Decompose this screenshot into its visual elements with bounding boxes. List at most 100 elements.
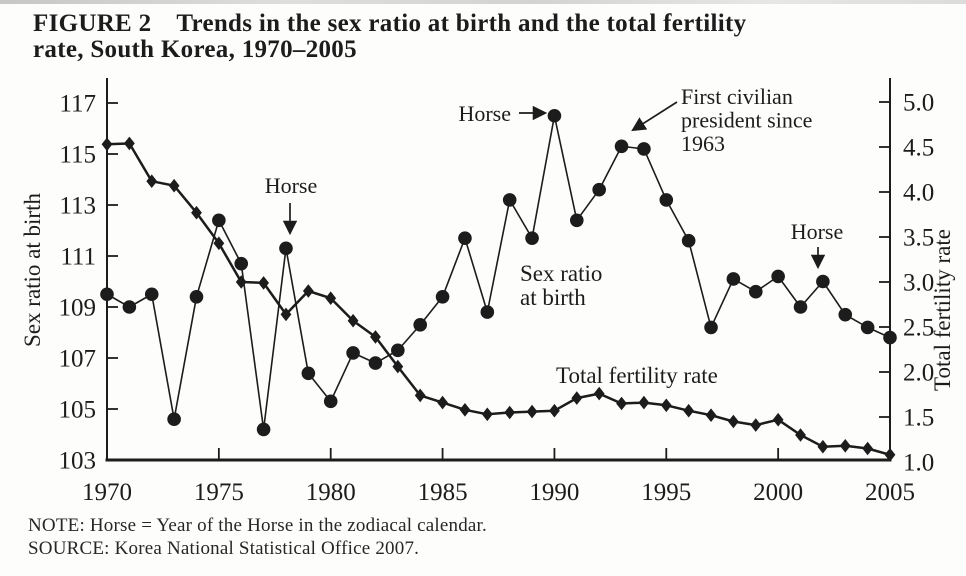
- left-axis-tick-label: 115: [59, 142, 96, 169]
- data-point-fertility-rate: [146, 174, 158, 188]
- data-point-fertility-rate: [772, 412, 784, 427]
- data-point-sex-ratio: [592, 182, 606, 197]
- data-point-fertility-rate: [817, 439, 829, 454]
- figure-footer: NOTE: Horse = Year of the Horse in the z…: [28, 514, 487, 560]
- data-point-fertility-rate: [123, 136, 135, 151]
- data-point-sex-ratio: [793, 300, 808, 314]
- right-axis-tick-label: 2.5: [903, 315, 934, 342]
- data-point-fertility-rate: [437, 395, 448, 410]
- data-point-sex-ratio: [368, 356, 383, 370]
- data-point-fertility-rate: [191, 205, 202, 220]
- x-axis-tick-label: 1980: [306, 479, 356, 506]
- data-point-sex-ratio: [234, 256, 249, 271]
- annotation-text: Horse: [791, 219, 844, 244]
- data-point-fertility-rate: [325, 291, 337, 305]
- data-point-fertility-rate: [862, 441, 874, 456]
- x-axis-tick-label: 1985: [418, 479, 468, 506]
- x-axis-tick-label: 1995: [641, 479, 691, 506]
- data-point-sex-ratio: [391, 343, 405, 358]
- left-axis-tick-label: 113: [59, 193, 96, 220]
- data-point-sex-ratio: [570, 213, 584, 228]
- annotation-text: at birth: [520, 285, 586, 310]
- data-point-sex-ratio: [771, 269, 785, 284]
- right-axis-tick-label: 4.5: [903, 135, 934, 162]
- right-axis-tick-label: 3.5: [903, 225, 934, 252]
- data-point-sex-ratio: [256, 422, 271, 437]
- x-axis-tick-label: 2000: [753, 479, 803, 506]
- data-point-sex-ratio: [681, 233, 696, 248]
- data-point-fertility-rate: [168, 178, 180, 193]
- data-point-sex-ratio: [301, 366, 316, 381]
- data-point-fertility-rate: [839, 439, 851, 453]
- data-point-fertility-rate: [638, 395, 650, 410]
- left-axis-tick-label: 107: [59, 346, 97, 373]
- data-point-fertility-rate: [258, 276, 269, 290]
- data-point-sex-ratio: [816, 274, 830, 289]
- data-point-sex-ratio: [323, 394, 338, 409]
- data-point-sex-ratio: [167, 412, 181, 427]
- data-point-fertility-rate: [549, 403, 560, 418]
- right-axis-title: Total fertility rate: [930, 229, 955, 391]
- figure-source: SOURCE: Korea National Statistical Offic…: [28, 538, 420, 559]
- data-point-sex-ratio: [838, 307, 853, 322]
- right-axis-tick-label: 4.0: [903, 180, 934, 207]
- data-point-fertility-rate: [593, 386, 605, 401]
- data-point-fertility-rate: [616, 396, 627, 411]
- data-point-fertility-rate: [370, 330, 381, 344]
- data-point-sex-ratio: [279, 241, 293, 256]
- right-axis-tick-label: 2.0: [903, 360, 934, 387]
- data-point-fertility-rate: [213, 236, 225, 251]
- annotation-text: Sex ratio: [520, 261, 602, 286]
- data-point-fertility-rate: [571, 391, 583, 405]
- annotation-horse-1978: Horse: [265, 173, 317, 236]
- figure-title-text1: Trends in the sex ratio at birth and the…: [176, 10, 747, 37]
- data-point-sex-ratio: [212, 213, 226, 228]
- right-axis-tick-label: 3.0: [903, 270, 934, 297]
- left-axis-tick-label: 103: [59, 448, 97, 475]
- annotation-series-label-tfr: Total fertility rate: [556, 363, 718, 388]
- figure-note: NOTE: Horse = Year of the Horse in the z…: [28, 515, 487, 536]
- x-axis-tick-label: 2005: [865, 479, 915, 506]
- data-point-fertility-rate: [526, 404, 538, 419]
- data-point-sex-ratio: [144, 287, 159, 302]
- data-point-fertility-rate: [302, 284, 314, 298]
- annotation-text: 1963: [681, 131, 725, 156]
- data-point-fertility-rate: [414, 388, 426, 403]
- data-point-fertility-rate: [683, 403, 695, 418]
- data-point-sex-ratio: [122, 300, 137, 314]
- scan-artifact-strip: [0, 0, 966, 4]
- annotation-horse-1990: Horse: [458, 101, 548, 126]
- right-axis-tick-label: 1.5: [903, 405, 934, 432]
- left-axis-title: Sex ratio at birth: [20, 193, 45, 347]
- figure-title-line2: rate, South Korea, 1970–2005: [33, 36, 357, 63]
- figure-title: FIGURE 2 Trends in the sex ratio at birth…: [33, 11, 746, 63]
- data-point-sex-ratio: [547, 108, 562, 123]
- left-axis-tick-label: 109: [59, 295, 97, 322]
- annotation-text: First civilian: [681, 84, 793, 109]
- annotation-arrow: [631, 101, 678, 132]
- data-point-sex-ratio: [458, 231, 472, 245]
- data-point-fertility-rate: [347, 313, 359, 328]
- x-axis-tick-label: 1975: [194, 479, 244, 506]
- data-point-fertility-rate: [392, 359, 404, 374]
- data-point-sex-ratio: [637, 142, 651, 156]
- left-axis-tick-label: 111: [60, 244, 96, 271]
- data-point-sex-ratio: [480, 305, 495, 319]
- annotation-horse-2002: Horse: [791, 219, 844, 270]
- x-axis-tick-label: 1990: [529, 479, 579, 506]
- data-point-sex-ratio: [726, 272, 741, 286]
- data-point-fertility-rate: [101, 137, 113, 152]
- data-point-sex-ratio: [100, 287, 114, 302]
- right-axis-tick-label: 1.0: [903, 450, 934, 477]
- series-line-fertility-rate: [106, 142, 891, 457]
- data-point-fertility-rate: [705, 408, 717, 422]
- data-point-sex-ratio: [346, 346, 360, 360]
- annotation-text: president since: [681, 108, 812, 133]
- data-point-sex-ratio: [614, 139, 629, 154]
- left-axis-tick-label: 105: [59, 397, 97, 424]
- right-axis-tick-label: 5.0: [903, 90, 934, 117]
